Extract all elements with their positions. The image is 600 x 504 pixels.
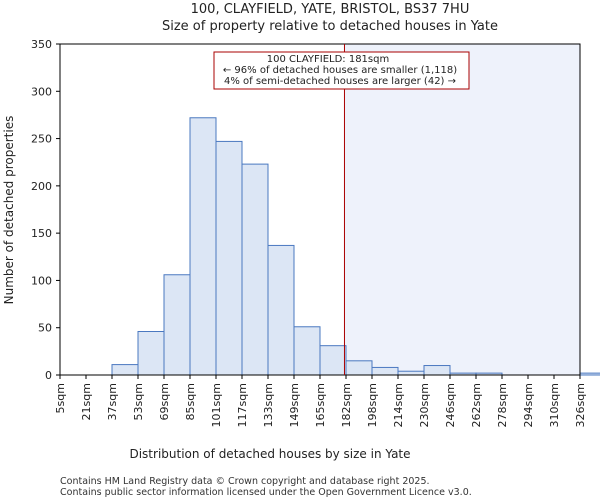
annotation-frame [213, 51, 470, 90]
histogram-bar [397, 370, 425, 376]
x-tick-label: 165sqm [314, 383, 327, 427]
x-tick-label: 198sqm [366, 383, 379, 427]
y-tick-label: 250 [31, 133, 52, 146]
larger-region-shade [344, 44, 580, 375]
x-tick-label: 182sqm [340, 383, 353, 427]
histogram-bar [137, 330, 165, 376]
x-tick-label: 278sqm [496, 383, 509, 427]
y-tick-label: 350 [31, 38, 52, 51]
footer-line-1: Contains HM Land Registry data © Crown c… [60, 476, 430, 487]
annotation-line-3: 4% of semi-detached houses are larger (4… [224, 76, 456, 87]
annotation-box: 100 CLAYFIELD: 181sqm ← 96% of detached … [213, 51, 470, 90]
y-tick-label: 150 [31, 227, 52, 240]
histogram-bar [319, 345, 347, 376]
x-tick-label: 69sqm [158, 383, 171, 420]
y-tick-label: 200 [31, 180, 52, 193]
x-tick-label: 262sqm [470, 383, 483, 427]
histogram-bar [423, 365, 451, 376]
annotation-line-1: 100 CLAYFIELD: 181sqm [267, 54, 389, 65]
histogram-bar [579, 372, 600, 376]
histogram-bar [345, 360, 373, 376]
x-tick-label: 214sqm [392, 383, 405, 427]
footer-line-2: Contains public sector information licen… [60, 487, 472, 498]
histogram-bar [267, 244, 295, 376]
histogram-bar [163, 274, 191, 376]
x-tick-label: 294sqm [522, 383, 535, 427]
y-tick-label: 300 [31, 85, 52, 98]
chart-subtitle: Size of property relative to detached ho… [162, 19, 498, 34]
x-axis-label: Distribution of detached houses by size … [129, 447, 410, 461]
x-tick-label: 246sqm [444, 383, 457, 427]
x-tick-label: 37sqm [106, 383, 119, 420]
histogram-bar [241, 163, 269, 376]
x-tick-label: 53sqm [132, 383, 145, 420]
annotation-line-2: ← 96% of detached houses are smaller (1,… [223, 65, 457, 76]
x-tick-label: 310sqm [548, 383, 561, 427]
x-tick-label: 326sqm [574, 383, 587, 427]
histogram-bar [371, 366, 399, 376]
y-tick-label: 50 [38, 322, 52, 335]
histogram-bar [293, 326, 321, 376]
y-tick-label: 0 [45, 369, 52, 382]
x-tick-label: 85sqm [184, 383, 197, 420]
x-tick-label: 117sqm [236, 383, 249, 427]
histogram-bar [215, 140, 243, 376]
histogram-bar [189, 117, 217, 376]
x-tick-label: 101sqm [210, 383, 223, 427]
x-tick-label: 133sqm [262, 383, 275, 427]
x-tick-label: 21sqm [80, 383, 93, 420]
chart-title: 100, CLAYFIELD, YATE, BRISTOL, BS37 7HU [191, 2, 470, 17]
x-tick-label: 149sqm [288, 383, 301, 427]
y-tick-label: 100 [31, 274, 52, 287]
y-axis-label: Number of detached properties [2, 116, 16, 305]
x-tick-label: 230sqm [418, 383, 431, 427]
histogram-bar [111, 364, 139, 376]
x-tick-label: 5sqm [54, 383, 67, 413]
